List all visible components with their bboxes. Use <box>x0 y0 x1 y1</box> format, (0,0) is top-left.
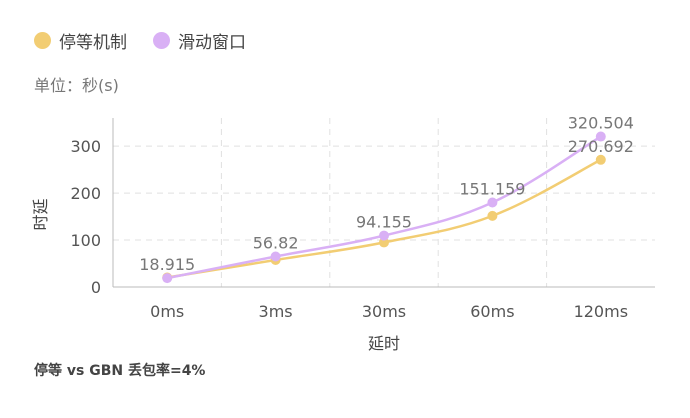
x-tick-label: 0ms <box>150 302 184 321</box>
y-tick-label: 300 <box>70 137 101 156</box>
data-point-s1-3 <box>487 198 497 208</box>
x-tick-label: 120ms <box>574 302 628 321</box>
data-point-s0-3 <box>487 211 497 221</box>
x-axis-title: 延时 <box>368 334 400 353</box>
data-point-s1-0 <box>162 273 172 283</box>
data-label-s1-1: 56.82 <box>253 233 299 252</box>
data-label-s1-4: 320.504 <box>568 114 634 133</box>
data-point-s1-1 <box>271 251 281 261</box>
data-label-s0-4: 270.692 <box>568 137 634 156</box>
data-point-s0-4 <box>596 155 606 165</box>
y-axis-title: 时延 <box>31 198 50 230</box>
x-tick-label: 30ms <box>362 302 406 321</box>
data-point-s1-2 <box>379 231 389 241</box>
data-label-s1-2: 94.155 <box>356 213 412 232</box>
chart-caption: 停等 vs GBN 丢包率=4% <box>34 360 205 380</box>
data-label-s1-0: 18.915 <box>139 255 195 274</box>
y-tick-label: 0 <box>91 278 101 297</box>
y-tick-label: 200 <box>70 184 101 203</box>
data-label-s1-3: 151.159 <box>459 180 525 199</box>
y-tick-label: 100 <box>70 231 101 250</box>
x-tick-label: 3ms <box>259 302 293 321</box>
x-tick-label: 60ms <box>470 302 514 321</box>
series-line-1 <box>167 137 601 279</box>
